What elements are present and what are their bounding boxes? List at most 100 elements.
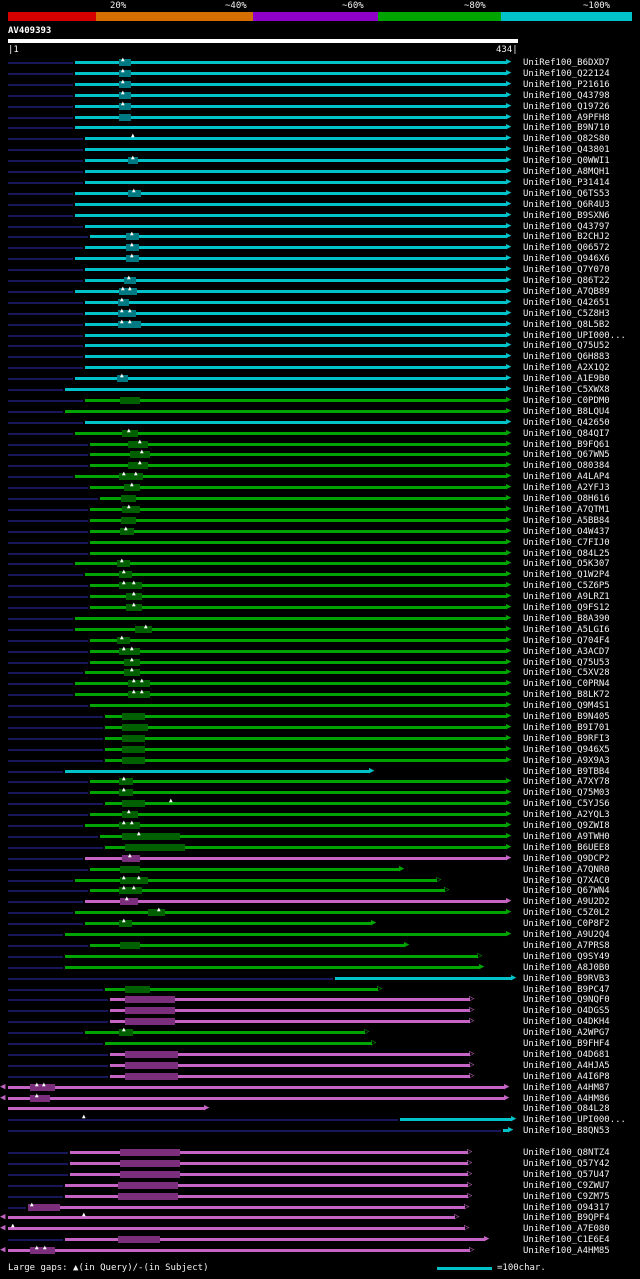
hit-bar[interactable] (85, 420, 507, 424)
alignment-row[interactable]: ▶ UniRef100_B9SXN6 (0, 210, 640, 221)
alignment-row[interactable]: ▶ UniRef100_A7PRS8 (0, 940, 640, 951)
hit-bar[interactable] (75, 693, 507, 697)
hit-label[interactable]: UniRef100_Q43801 (523, 145, 610, 156)
alignment-row[interactable]: ▷ ▲ UniRef100_A2WPG7 (0, 1026, 640, 1039)
hit-bar[interactable] (85, 333, 507, 337)
hit-label[interactable]: UniRef100_A5LGI6 (523, 624, 610, 635)
hit-label[interactable]: UniRef100_Q67WN5 (523, 450, 610, 461)
hit-bar[interactable] (8, 1227, 465, 1231)
hit-bar[interactable] (90, 638, 507, 642)
hit-label[interactable]: UniRef100_A2WPG7 (523, 1028, 610, 1039)
hit-bar[interactable] (75, 627, 507, 631)
hit-bar[interactable] (85, 900, 507, 904)
alignment-row[interactable]: ▶ ▲ UniRef100_A1E9B0 (0, 372, 640, 384)
hit-label[interactable]: UniRef100_B9N710 (523, 123, 610, 134)
hit-bar[interactable] (105, 802, 507, 806)
hit-label[interactable]: UniRef100_A8MQH1 (523, 167, 610, 177)
alignment-row[interactable]: ▶ UniRef100_A8MQH1 (0, 166, 640, 177)
alignment-row[interactable]: ▶ UniRef100_Q946X5 (0, 744, 640, 755)
alignment-row[interactable]: ▶ ▲ UniRef100_A9TWH0 (0, 830, 640, 842)
hit-bar[interactable] (85, 355, 507, 359)
alignment-row[interactable]: ▶ ▲ ▲ UniRef100_B8LK72 (0, 688, 640, 700)
hit-label[interactable]: UniRef100_C5YJS6 (523, 799, 610, 810)
hit-bar[interactable] (110, 1052, 470, 1056)
alignment-row[interactable]: ▷ UniRef100_Q9NQF0 (0, 994, 640, 1005)
hit-bar[interactable] (85, 366, 507, 370)
hit-label[interactable]: UniRef100_A9U2Q4 (523, 930, 610, 940)
hit-label[interactable]: UniRef100_Q75U52 (523, 341, 610, 352)
alignment-row[interactable]: ▶ UniRef100_A9PFH8 (0, 112, 640, 123)
hit-label[interactable]: UniRef100_B9I701 (523, 722, 610, 733)
hit-bar[interactable] (65, 409, 507, 413)
hit-label[interactable]: UniRef100_Q9NQF0 (523, 995, 610, 1006)
alignment-row[interactable]: ▶ ▲ UniRef100_Q82S80 (0, 132, 640, 144)
hit-bar[interactable] (90, 507, 507, 511)
hit-bar[interactable] (8, 1096, 505, 1100)
hit-bar[interactable] (105, 725, 507, 729)
hit-bar[interactable] (75, 431, 507, 435)
alignment-row[interactable]: ▶ UniRef100_B9N405 (0, 711, 640, 722)
hit-label[interactable]: UniRef100_B8QN53 (523, 1126, 610, 1137)
alignment-row[interactable]: ▷ ◀ ▲ ▲ UniRef100_A4HM85 (0, 1244, 640, 1256)
hit-label[interactable]: UniRef100_B2CHJ2 (523, 232, 610, 243)
alignment-row[interactable]: ▶ UniRef100_B9TBB4 (0, 766, 640, 777)
hit-label[interactable]: UniRef100_O4W437 (523, 526, 610, 537)
alignment-row[interactable]: ▷ UniRef100_O4DKH4 (0, 1016, 640, 1027)
hit-bar[interactable] (65, 1238, 485, 1242)
hit-bar[interactable] (105, 736, 507, 740)
hit-label[interactable]: UniRef100_Q06572 (523, 243, 610, 254)
alignment-row[interactable]: ▷ UniRef100_B9PC47 (0, 984, 640, 995)
alignment-row[interactable]: ▶ ▲ UniRef100_Q75M03 (0, 786, 640, 798)
alignment-row[interactable]: ▶ UniRef100_B9N710 (0, 122, 640, 133)
hit-bar[interactable] (110, 1020, 470, 1024)
hit-label[interactable]: UniRef100_Q86T22 (523, 276, 610, 286)
hit-bar[interactable] (28, 1205, 465, 1209)
hit-bar[interactable] (65, 933, 507, 936)
hit-label[interactable]: UniRef100_Q9M4S1 (523, 701, 610, 712)
hit-label[interactable]: UniRef100_B9FQ61 (523, 439, 610, 450)
alignment-row[interactable]: ▶ UniRef100_O8H616 (0, 493, 640, 504)
alignment-row[interactable]: ▷ UniRef100_O4DGS5 (0, 1005, 640, 1016)
alignment-row[interactable]: ▶ ▲ UniRef100_A9U2D2 (0, 895, 640, 907)
hit-label[interactable]: UniRef100_A7QNR0 (523, 864, 610, 875)
hit-bar[interactable] (75, 115, 507, 119)
alignment-row[interactable]: ▶ ◀ ▲ ▲ UniRef100_A4HM87 (0, 1081, 640, 1093)
hit-bar[interactable] (85, 344, 507, 348)
hit-label[interactable]: UniRef100_O4DGS5 (523, 1006, 610, 1017)
hit-bar[interactable] (90, 551, 507, 555)
hit-label[interactable]: UniRef100_C0PRN4 (523, 679, 610, 690)
hit-label[interactable]: UniRef100_A9X9A3 (523, 755, 610, 766)
hit-label[interactable]: UniRef100_A5BB84 (523, 515, 610, 526)
hit-bar[interactable] (90, 606, 507, 609)
alignment-row[interactable]: ▶ ▲ UniRef100_B2CHJ2 (0, 230, 640, 243)
alignment-row[interactable]: ▶ ▲ UniRef100_O5K307 (0, 557, 640, 569)
hit-label[interactable]: UniRef100_O8H616 (523, 494, 610, 504)
hit-label[interactable]: UniRef100_Q9SY49 (523, 951, 610, 962)
alignment-row[interactable]: ▶ UniRef100_C0PDM0 (0, 395, 640, 406)
hit-bar[interactable] (8, 1216, 455, 1220)
hit-bar[interactable] (85, 824, 507, 827)
alignment-row[interactable]: ▶ ▲ UniRef100_C5XV28 (0, 666, 640, 678)
hit-label[interactable]: UniRef100_Q9ZWI8 (523, 821, 610, 831)
hit-bar[interactable] (85, 137, 507, 141)
hit-bar[interactable] (75, 104, 507, 108)
hit-bar[interactable] (105, 747, 507, 751)
hit-label[interactable]: UniRef100_C0P8F2 (523, 919, 610, 930)
hit-bar[interactable] (8, 1085, 505, 1089)
alignment-row[interactable]: ▷ UniRef100_A4I6P8 (0, 1071, 640, 1082)
alignment-row[interactable]: ▷ UniRef100_O4D681 (0, 1049, 640, 1060)
alignment-row[interactable]: ▶ UniRef100_C1E6E4 (0, 1234, 640, 1245)
alignment-row[interactable]: ▶ ▲ ▲ UniRef100_Q9ZWI8 (0, 819, 640, 831)
alignment-row[interactable]: ▶ UniRef100_A2X1Q2 (0, 362, 640, 373)
alignment-row[interactable]: ▷ UniRef100_B9FHF4 (0, 1038, 640, 1049)
hit-bar[interactable] (75, 202, 507, 206)
hit-label[interactable]: UniRef100_B9TBB4 (523, 766, 610, 777)
hit-label[interactable]: UniRef100_C5Z8H3 (523, 308, 610, 319)
alignment-row[interactable]: ▶ ▲ ▲ UniRef100_A4LAP4 (0, 470, 640, 482)
hit-label[interactable]: UniRef100_Q42651 (523, 297, 610, 308)
alignment-row[interactable]: ▷ UniRef100_A4HJA5 (0, 1060, 640, 1071)
hit-bar[interactable] (90, 486, 507, 490)
hit-bar[interactable] (75, 878, 437, 882)
hit-bar[interactable] (335, 976, 512, 980)
hit-label[interactable]: UniRef100_B8A390 (523, 613, 610, 624)
